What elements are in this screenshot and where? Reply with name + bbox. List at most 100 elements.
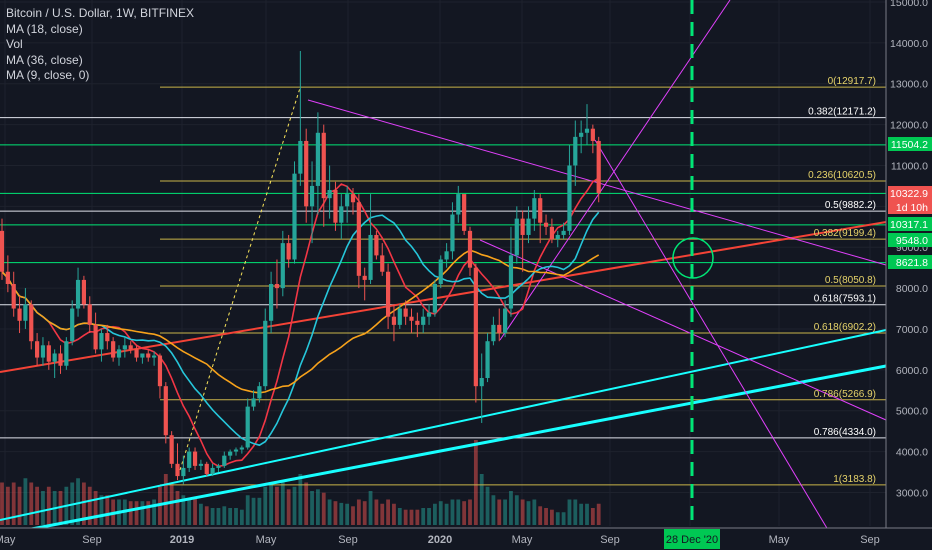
price-badge — [888, 186, 932, 200]
legend-item-ma18[interactable]: MA (18, close) — [6, 21, 83, 36]
volume-bar — [567, 499, 572, 525]
candle-body — [280, 243, 285, 289]
candle-body — [35, 341, 40, 358]
volume-bar — [316, 489, 320, 525]
candle-body — [286, 243, 291, 260]
date-marker-badge — [664, 529, 720, 549]
price-badge — [888, 137, 932, 151]
volume-bar — [23, 478, 28, 525]
candle-body — [397, 308, 402, 325]
volume-bar — [532, 499, 537, 525]
fib-level-label: 0.5(9882.2) — [825, 200, 876, 211]
candle-body — [239, 447, 244, 450]
y-tick-label: 12000.0 — [890, 120, 928, 132]
volume-bar — [286, 489, 291, 525]
volume-bar — [146, 501, 151, 525]
candle-body — [251, 398, 256, 407]
candle-body — [222, 455, 227, 466]
volume-bar — [491, 495, 496, 525]
candle-body — [292, 173, 297, 260]
volume-bar — [509, 491, 513, 525]
volume-bar — [263, 486, 268, 525]
candle-body — [514, 218, 519, 256]
candle-body — [567, 165, 572, 231]
volume-bar — [210, 508, 215, 525]
volume-bar — [310, 491, 314, 525]
candle-body — [555, 234, 560, 240]
x-tick-label: Sep — [600, 534, 620, 546]
legend-item-vol[interactable]: Vol — [6, 37, 23, 51]
candle-body — [315, 132, 320, 186]
candle-body — [491, 324, 496, 342]
candle-body — [122, 345, 127, 350]
volume-bar — [82, 482, 86, 525]
candle-body — [70, 308, 75, 342]
candle-body — [157, 355, 163, 387]
x-tick-label: May — [769, 534, 790, 546]
volume-bar — [456, 499, 461, 525]
candle-body — [543, 222, 549, 227]
candle-body — [187, 451, 192, 468]
dashed-projection-line — [179, 87, 301, 471]
volume-bar — [450, 499, 455, 525]
volume-bar — [462, 501, 467, 525]
y-tick-label: 13000.0 — [890, 79, 928, 91]
volume-bar — [11, 482, 16, 525]
horizontal-levels — [0, 86, 886, 486]
candle-body — [29, 304, 34, 342]
candle-body — [485, 341, 490, 379]
volume-bar — [345, 503, 350, 525]
volume-bar — [368, 491, 373, 525]
candle-body — [23, 304, 28, 321]
candle-body — [426, 312, 432, 317]
candle-body — [479, 378, 484, 387]
candle-body — [134, 349, 139, 358]
y-tick-label: 11000.0 — [891, 160, 928, 172]
x-tick-label: Sep — [82, 534, 102, 546]
volume-bar — [351, 506, 355, 525]
volume-bar — [0, 482, 4, 525]
ma36-line — [1, 249, 600, 394]
candle-body — [549, 226, 554, 240]
candle-body — [356, 202, 361, 276]
volume-bar — [333, 501, 338, 525]
legend-item-ma36[interactable]: MA (36, close) — [6, 52, 83, 67]
candle-body — [210, 467, 215, 475]
candle-body — [503, 308, 508, 334]
fib-labels: 0(12917.7) 0.382(12171.2) 0.236(10620.5) 0.… — [808, 76, 876, 485]
volume-bar — [321, 492, 326, 525]
volume-bar — [46, 486, 51, 525]
candle-body — [321, 132, 326, 199]
y-tick-label: 7000.0 — [896, 324, 928, 336]
chart-legend: Bitcoin / U.S. Dollar, 1W, BITFINEX MA (… — [6, 6, 194, 84]
red-trend-line — [0, 221, 887, 373]
candle-body — [269, 284, 274, 321]
x-axis: MaySep2019MaySep2020MaySepJanMaySep28 De… — [0, 527, 932, 550]
volume-bar — [573, 499, 578, 525]
volume-bar — [356, 499, 361, 525]
volume-bar — [327, 499, 332, 525]
candle-body — [438, 259, 443, 285]
volume-bar — [187, 499, 192, 525]
price-badges: 11504.2 10322.9 1d 10h 10317.1 9548.0 8621.8 — [888, 137, 932, 269]
volume-bar — [175, 491, 180, 525]
volume-bar — [479, 474, 484, 525]
candle-body — [579, 132, 584, 137]
volume-bar — [427, 508, 431, 525]
fib-level-label: 0.236(10620.5) — [808, 170, 876, 181]
y-tick-label: 4000.0 — [896, 447, 928, 459]
candle-body — [538, 198, 543, 223]
volume-bar — [128, 501, 133, 525]
price-badge-label: 10317.1 — [890, 219, 928, 231]
candle-body — [58, 353, 63, 366]
candle-body — [584, 128, 590, 133]
candle-body — [152, 355, 157, 358]
candle-body — [263, 320, 268, 387]
candle-body — [380, 255, 385, 272]
candle-body — [456, 194, 461, 215]
legend-item-ma9[interactable]: MA (9, close, 0) — [6, 68, 90, 82]
volume-bar — [41, 491, 45, 525]
price-badge — [888, 217, 932, 231]
